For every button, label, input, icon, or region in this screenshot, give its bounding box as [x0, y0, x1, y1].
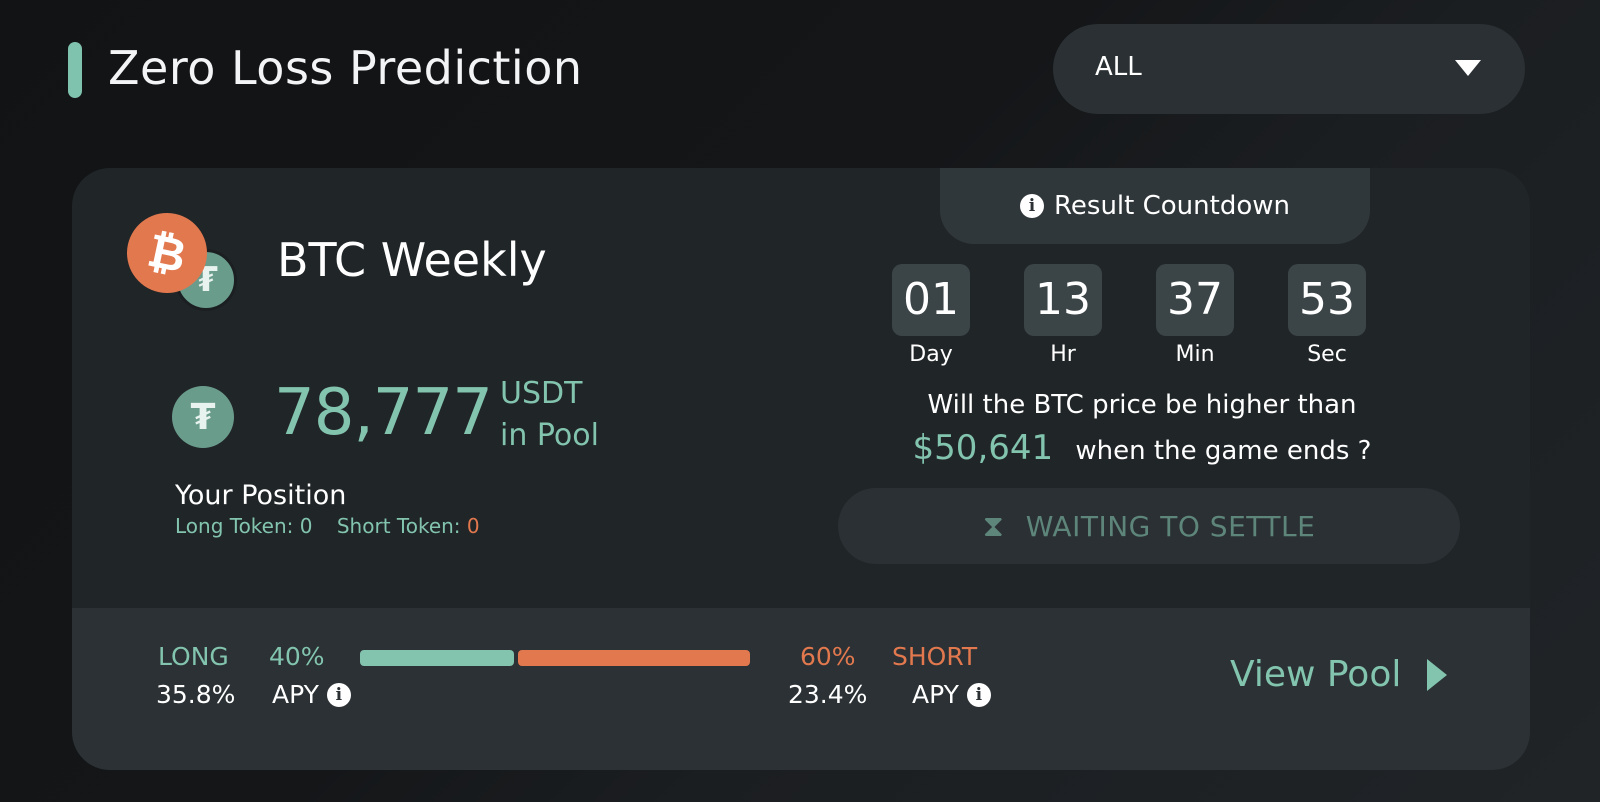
pool-unit-currency: USDT — [500, 376, 583, 411]
short-label: SHORT — [892, 642, 978, 671]
short-apy-label: APY i — [912, 680, 991, 709]
short-token-label: Short Token: — [336, 514, 461, 538]
short-apy-text: APY — [912, 680, 959, 709]
short-apy-value: 23.4% — [788, 680, 868, 709]
info-icon[interactable]: i — [326, 682, 351, 707]
long-token-label: Long Token: — [175, 514, 294, 538]
prediction-question-line2: $50,641 when the game ends ? — [822, 428, 1462, 468]
short-token-value: 0 — [466, 514, 480, 538]
position-tokens: Long Token: 0 Short Token: 0 — [175, 514, 480, 538]
view-pool-label: View Pool — [1230, 654, 1402, 695]
countdown-label: Result Countdown — [1054, 191, 1290, 221]
pool-unit-suffix: in Pool — [500, 418, 599, 453]
filter-selected-value: ALL — [1095, 52, 1142, 82]
position-title: Your Position — [175, 480, 347, 511]
pool-split-panel — [72, 608, 1530, 770]
timer-hours: 13 Hr — [1024, 264, 1102, 367]
target-price: $50,641 — [912, 428, 1054, 468]
long-bar-segment — [360, 650, 514, 666]
hourglass-icon: ⧗ — [982, 508, 1004, 544]
timer-days: 01 Day — [892, 264, 970, 367]
info-icon[interactable]: i — [966, 682, 991, 707]
long-token-value: 0 — [299, 514, 313, 538]
title-accent-bar — [68, 42, 82, 98]
play-arrow-icon — [1427, 658, 1448, 691]
timer-seconds-label: Sec — [1307, 342, 1347, 367]
timer-hours-value: 13 — [1024, 264, 1102, 336]
prediction-question: Will the BTC price be higher than — [927, 390, 1357, 420]
long-apy-label: APY i — [272, 680, 351, 709]
game-title: BTC Weekly — [277, 233, 547, 287]
timer-hours-label: Hr — [1050, 342, 1076, 367]
pool-amount: 78,777 — [274, 376, 493, 450]
settle-button-label: WAITING TO SETTLE — [1025, 509, 1316, 543]
long-percentage: 40% — [269, 642, 325, 671]
page-title: Zero Loss Prediction — [108, 41, 583, 95]
token-pair-icon: ₮ ₿ — [119, 205, 237, 313]
timer-seconds: 53 Sec — [1288, 264, 1366, 367]
tether-icon: ₮ — [172, 386, 234, 448]
short-bar-segment — [518, 650, 750, 666]
category-filter-dropdown[interactable]: ALL — [1053, 24, 1525, 114]
timer-minutes-value: 37 — [1156, 264, 1234, 336]
timer-seconds-value: 53 — [1288, 264, 1366, 336]
long-apy-text: APY — [272, 680, 319, 709]
timer-minutes: 37 Min — [1156, 264, 1234, 367]
timer-days-label: Day — [909, 342, 953, 367]
info-icon[interactable]: i — [1020, 194, 1045, 218]
pool-unit: USDT in Pool — [500, 373, 599, 457]
timer-minutes-label: Min — [1175, 342, 1215, 367]
result-countdown-header: i Result Countdown — [940, 168, 1370, 244]
timer-days-value: 01 — [892, 264, 970, 336]
waiting-to-settle-button[interactable]: ⧗ WAITING TO SETTLE — [838, 488, 1460, 564]
long-apy-value: 35.8% — [156, 680, 236, 709]
short-percentage: 60% — [800, 642, 856, 671]
long-short-ratio-bar — [360, 650, 750, 666]
view-pool-link[interactable]: View Pool — [1230, 654, 1448, 695]
game-card: ₮ ₿ BTC Weekly ₮ 78,777 USDT in Pool You… — [72, 168, 1530, 770]
caret-down-icon — [1455, 60, 1481, 76]
long-label: LONG — [158, 642, 229, 671]
question-suffix: when the game ends ? — [1075, 436, 1372, 466]
